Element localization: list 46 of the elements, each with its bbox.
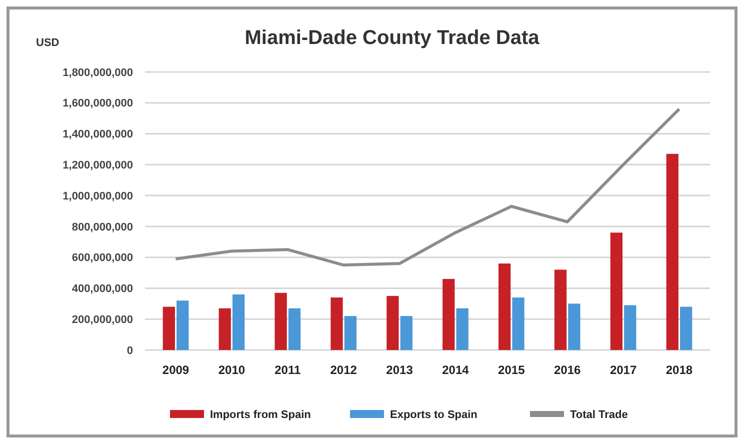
x-tick-label: 2010 [218, 363, 246, 377]
y-axis-title: USD [36, 37, 60, 49]
x-tick-label: 2011 [274, 363, 301, 377]
y-tick-label: 1,200,000,000 [62, 160, 133, 172]
bar [232, 294, 245, 350]
bar [288, 308, 301, 350]
legend-label: Total Trade [570, 408, 628, 421]
bar [680, 306, 692, 350]
line-series [174, 108, 681, 267]
bar [498, 264, 511, 350]
y-tick-label: 600,000,000 [72, 252, 133, 264]
chart-title: Miami-Dade County Trade Data [244, 27, 540, 49]
bar [344, 316, 357, 350]
x-tick-label: 2014 [442, 363, 470, 377]
bar [554, 270, 567, 350]
bar [456, 308, 468, 350]
y-tick-label: 400,000,000 [72, 283, 133, 296]
y-tick-label: 1,800,000,000 [62, 66, 133, 79]
bar [274, 292, 287, 350]
legend-label: Imports from Spain [210, 408, 312, 421]
x-tick-label: 2015 [498, 363, 526, 377]
bar [568, 304, 580, 350]
bar [512, 297, 524, 350]
bar [624, 305, 636, 350]
y-tick-label: 1,400,000,000 [62, 128, 133, 141]
y-tick-label: 0 [126, 344, 133, 357]
bar [176, 300, 189, 350]
y-tick-label: 200,000,000 [72, 314, 133, 326]
bar [162, 306, 175, 350]
x-tick-label: 2016 [554, 363, 582, 377]
y-tick-label: 1,000,000,000 [62, 190, 133, 202]
bar [386, 296, 399, 350]
x-tick-label: 2017 [610, 363, 637, 377]
bar [666, 154, 678, 350]
bar [610, 232, 623, 350]
bar [218, 308, 231, 350]
y-tick-label: 1,600,000,000 [62, 98, 133, 110]
bar [442, 278, 455, 350]
x-tick-label: 2013 [386, 363, 414, 377]
x-tick-label: 2012 [330, 363, 358, 377]
x-tick-label: 2009 [162, 363, 190, 377]
x-tick-label: 2018 [666, 363, 693, 377]
y-tick-label: 800,000,000 [72, 221, 133, 234]
legend-label: Exports to Spain [390, 408, 478, 421]
bar [400, 316, 412, 350]
bar [330, 297, 343, 350]
